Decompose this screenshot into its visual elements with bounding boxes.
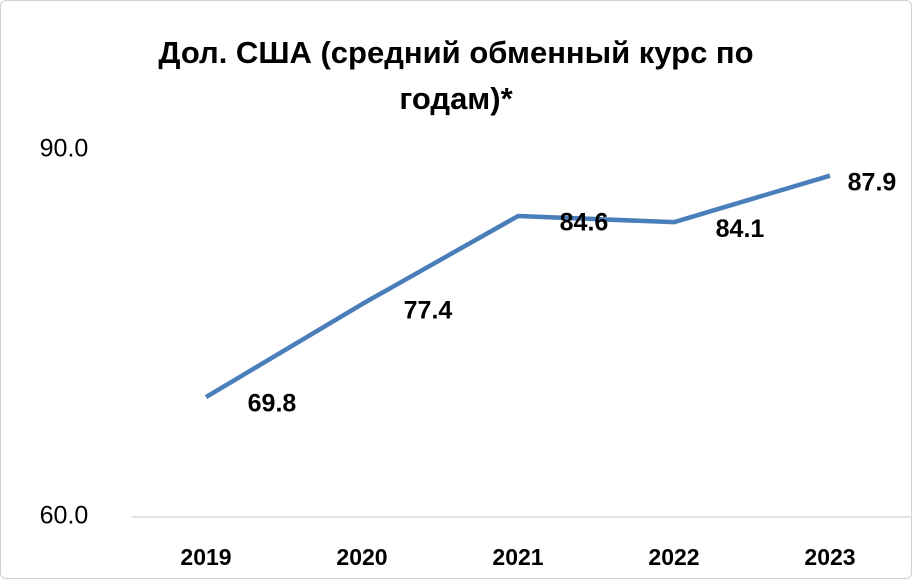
data-label: 69.8 bbox=[248, 390, 297, 418]
y-tick-label: 90.0 bbox=[40, 135, 89, 163]
y-tick-label: 60.0 bbox=[40, 502, 89, 530]
data-label: 77.4 bbox=[404, 297, 453, 325]
x-tick-label: 2021 bbox=[492, 544, 543, 570]
chart-title: Дол. США (средний обменный курс по годам… bbox=[158, 35, 754, 116]
data-label: 84.1 bbox=[716, 215, 765, 243]
data-line bbox=[204, 173, 831, 400]
x-tick-label: 2020 bbox=[336, 544, 387, 570]
data-label: 84.6 bbox=[560, 209, 609, 237]
x-tick-label: 2019 bbox=[180, 544, 231, 570]
x-tick-label: 2023 bbox=[804, 544, 855, 570]
x-tick-label: 2022 bbox=[648, 544, 699, 570]
data-label: 87.9 bbox=[848, 168, 897, 196]
